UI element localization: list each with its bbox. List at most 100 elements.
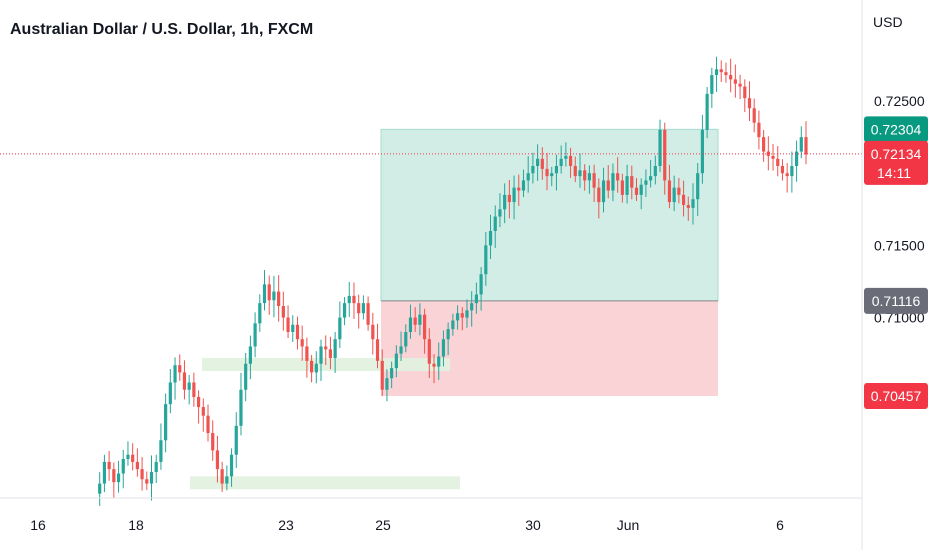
- candle: [102, 454, 107, 493]
- candle: [211, 420, 215, 461]
- candle: [371, 312, 375, 355]
- price-badge-bg: [864, 287, 928, 314]
- candle: [470, 291, 474, 327]
- price-badges-layer: 0.72304 0.72134 14:11 0.71116 0.70457: [864, 116, 928, 409]
- candle: [281, 291, 285, 331]
- candle-body: [267, 284, 271, 301]
- candle: [131, 443, 135, 471]
- candle-body: [540, 158, 544, 169]
- candle-body: [479, 274, 483, 295]
- candle: [98, 472, 102, 506]
- candle-body: [244, 363, 248, 390]
- candle-body: [262, 284, 267, 304]
- candle: [536, 144, 540, 181]
- candle: [592, 164, 596, 202]
- candle-body: [743, 86, 747, 99]
- candle-body: [714, 69, 719, 76]
- candle: [474, 282, 478, 314]
- candle-body: [418, 314, 422, 325]
- candle: [503, 183, 507, 224]
- candle-body: [639, 184, 643, 195]
- candle-body: [116, 473, 121, 483]
- candle-body: [390, 368, 394, 379]
- candle: [559, 145, 563, 174]
- candle: [206, 404, 210, 442]
- candle-body: [220, 469, 224, 484]
- candle-body: [300, 339, 304, 347]
- candle: [663, 122, 667, 195]
- candle: [239, 372, 243, 436]
- candle: [135, 448, 139, 477]
- candle-body: [432, 363, 436, 367]
- candle: [347, 281, 351, 317]
- candle-body: [352, 295, 356, 304]
- candle-body: [258, 303, 262, 324]
- candle-body: [503, 194, 507, 210]
- candle-body: [314, 363, 318, 373]
- candle: [408, 304, 413, 339]
- candle: [677, 177, 681, 204]
- candle: [390, 361, 394, 389]
- y-tick-label: 0.71500: [874, 237, 925, 253]
- candle: [724, 62, 728, 83]
- candle: [437, 342, 441, 380]
- candle-body: [211, 433, 215, 451]
- price-badge: 0.71116: [864, 287, 928, 314]
- candle-body: [625, 176, 629, 195]
- x-tick-label: 25: [375, 517, 391, 533]
- candle: [455, 305, 460, 330]
- candle-body: [465, 310, 469, 318]
- candle-body: [747, 98, 752, 109]
- candle-body: [319, 346, 323, 364]
- candle-body: [408, 317, 413, 332]
- candle-body: [545, 168, 549, 177]
- candle: [757, 110, 761, 150]
- candle: [121, 449, 125, 489]
- candle-body: [451, 320, 455, 330]
- candle: [601, 167, 606, 213]
- candle-body: [484, 245, 488, 275]
- candle: [587, 165, 592, 194]
- price-badge: 0.72134 14:11: [864, 140, 928, 185]
- candle-body: [738, 83, 742, 87]
- candle-body: [159, 440, 163, 462]
- candle-body: [324, 346, 328, 350]
- candle-body: [173, 365, 177, 383]
- candle-body: [441, 339, 446, 357]
- candle: [258, 294, 262, 332]
- candle-body: [616, 173, 620, 181]
- candle: [780, 159, 785, 181]
- candle: [314, 351, 318, 384]
- candle-body: [333, 339, 337, 358]
- candle: [531, 152, 535, 184]
- candle-body: [131, 454, 135, 462]
- candle-body: [536, 158, 540, 166]
- zones-layer: [190, 128, 719, 490]
- candle-body: [550, 173, 554, 177]
- x-tick-label: 23: [278, 517, 294, 533]
- candle-body: [649, 176, 653, 181]
- candle-body: [620, 180, 624, 195]
- candle: [799, 126, 803, 159]
- candle: [229, 448, 234, 487]
- candle: [286, 305, 290, 339]
- candle-body: [145, 479, 149, 484]
- candle: [794, 140, 799, 182]
- candle-body: [98, 483, 102, 494]
- candle: [611, 163, 615, 202]
- candle-body: [696, 173, 700, 200]
- candle: [639, 178, 643, 210]
- candle: [498, 193, 502, 228]
- candle: [192, 372, 196, 407]
- candle: [380, 349, 384, 397]
- candle-body: [295, 324, 300, 340]
- candle-body: [521, 180, 526, 191]
- candle-body: [785, 173, 789, 177]
- candle: [554, 154, 559, 191]
- candle: [667, 164, 672, 209]
- candle-body: [366, 303, 370, 325]
- candle: [267, 275, 271, 315]
- candle: [432, 354, 436, 384]
- candle-body: [291, 324, 295, 332]
